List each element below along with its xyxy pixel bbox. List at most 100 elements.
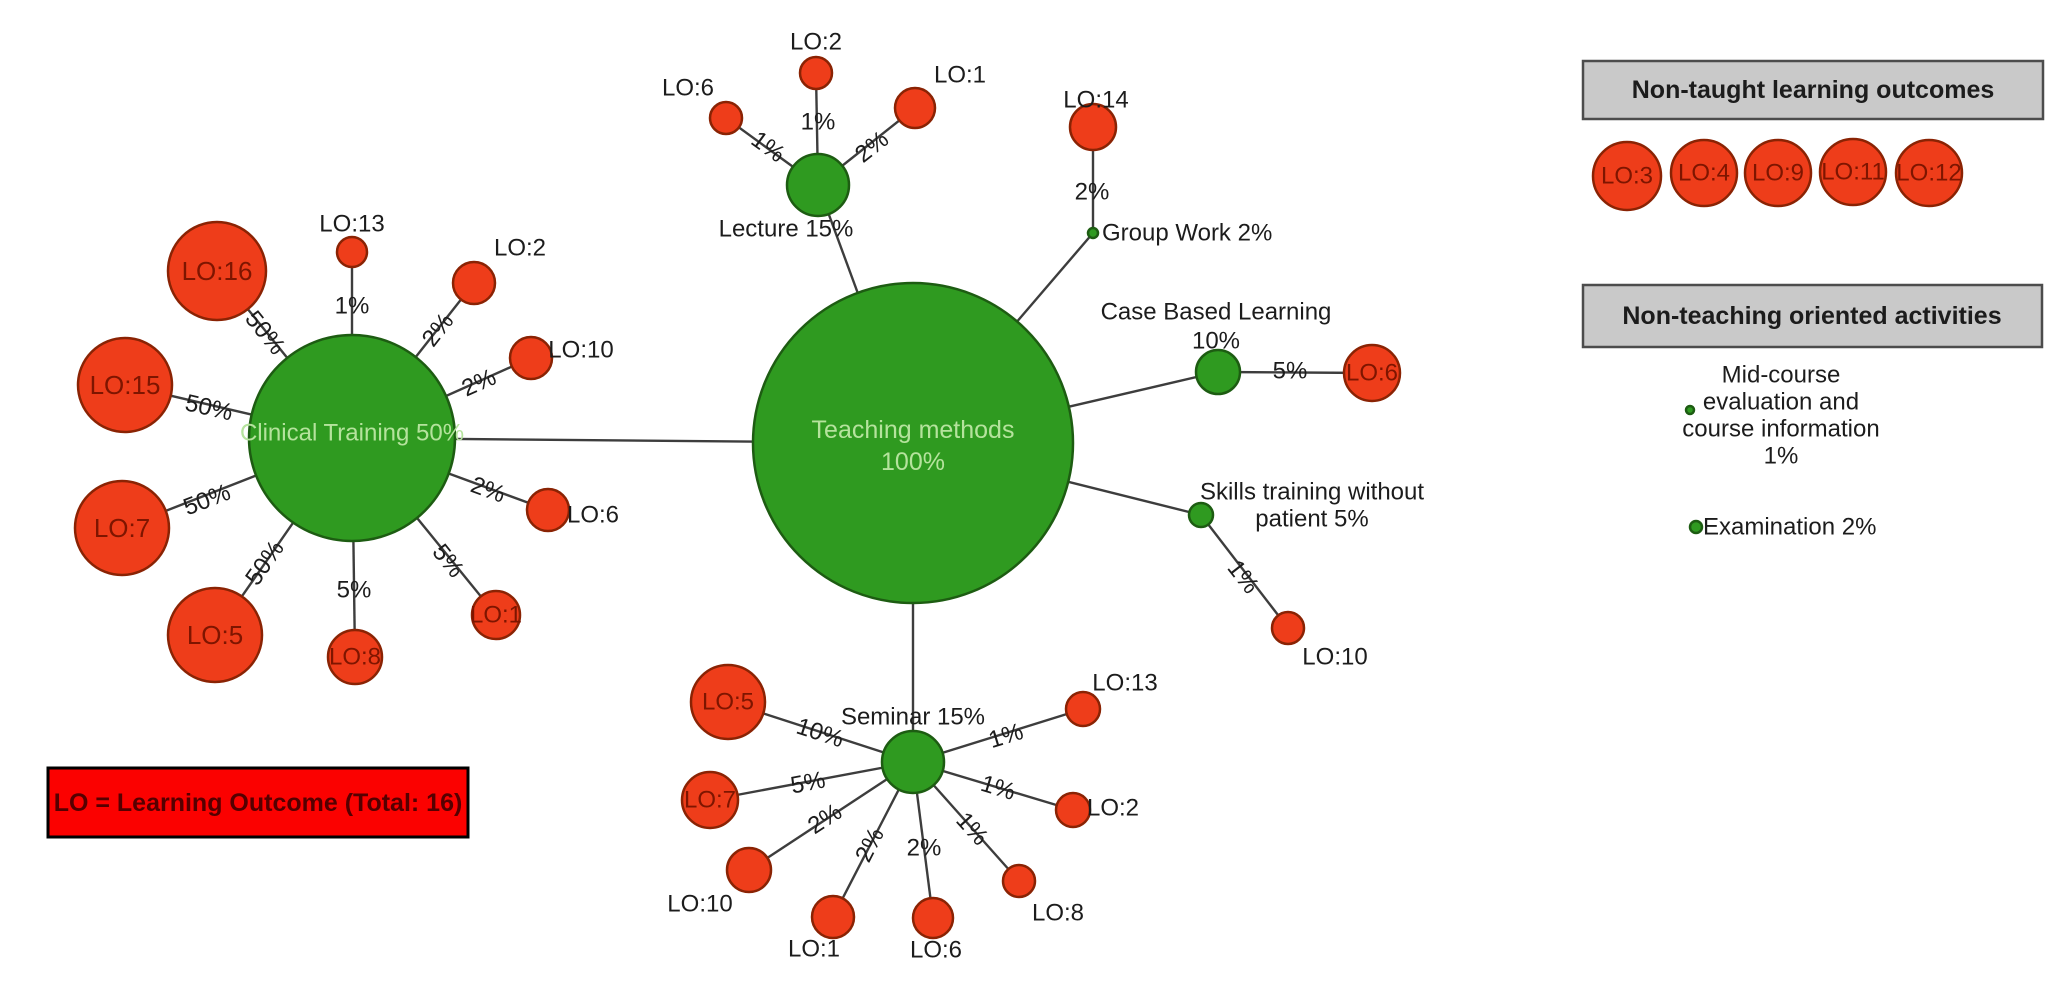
label-group-work-lo14: LO:14 [1063, 87, 1128, 114]
node-lecture-lo1 [893, 86, 937, 130]
label-clinical-lo10: LO:10 [548, 337, 613, 364]
key-box [46, 766, 470, 839]
node-clinical-lo5 [166, 586, 264, 684]
label-seminar-lo10: LO:10 [667, 891, 732, 918]
edge-label-seminar-lo5: 10% [793, 713, 847, 754]
label-clinical-lo16: LO:16 [182, 256, 253, 286]
label-seminar-lo7: LO:7 [684, 787, 736, 814]
edge-label-clinical-lo15: 50% [183, 389, 236, 426]
label-lecture-lo1: LO:1 [934, 62, 986, 89]
node-lecture-lo6 [708, 100, 744, 136]
edge-label-seminar-lo2: 1% [977, 770, 1018, 806]
label-lecture-lo6: LO:6 [662, 75, 714, 102]
edge-label-lo14-group-work: 2% [1075, 179, 1110, 206]
edge-label-clinical-lo8: 5% [337, 577, 372, 604]
key-label: LO = Learning Outcome (Total: 16) [54, 789, 463, 817]
activity-label-0: evaluation and [1703, 389, 1859, 416]
label-clinical-lo15: LO:15 [90, 370, 161, 400]
edge-label-skills-lo10: 1% [1222, 555, 1265, 599]
node-clinical-lo15 [76, 336, 174, 434]
node-clinical-training [247, 333, 457, 543]
node-group-work-lo14 [1068, 102, 1118, 152]
label-clinical-lo2: LO:2 [494, 235, 546, 262]
label-clinical-lo5: LO:5 [187, 620, 243, 650]
label-group-work: Group Work 2% [1102, 220, 1272, 247]
label-seminar: Seminar 15% [841, 704, 985, 731]
edge-label-clinical-lo2: 2% [417, 308, 460, 352]
node-clinical-lo6 [525, 487, 571, 533]
label-seminar-lo8: LO:8 [1032, 900, 1084, 927]
node-seminar-lo2 [1054, 791, 1092, 829]
label-case-based-learning: Case Based Learning [1101, 299, 1332, 326]
label-clinical-lo8: LO:8 [329, 644, 381, 671]
non-taught-legend-title: Non-taught learning outcomes [1632, 76, 1995, 104]
edge-label-clinical-lo10: 2% [458, 364, 501, 403]
non-teaching-legend-title: Non-teaching oriented activities [1622, 302, 2001, 330]
edge-label-seminar-lo13: 1% [985, 718, 1026, 754]
edge-label-clinical-lo7: 50% [180, 479, 235, 521]
node-clinical-lo16 [166, 220, 268, 322]
edge-label-seminar-lo1: 2% [850, 823, 890, 866]
node-case-based-lo6 [1342, 343, 1402, 403]
node-seminar-lo7 [680, 770, 740, 830]
edge-label-lecture-lo2: 1% [801, 109, 836, 136]
legend-non-teaching: Non-teaching oriented activities Mid-cou… [1581, 283, 2044, 541]
edge-label-lecture-lo1: 2% [850, 126, 894, 169]
node-clinical-lo13 [335, 235, 369, 269]
legend-outcome-LO:11 [1818, 137, 1888, 207]
legend-outcome-LO:9 [1743, 138, 1813, 208]
node-skills-training [1187, 501, 1215, 529]
non-teaching-legend-box [1581, 283, 2044, 349]
node-case-based-learning [1194, 348, 1242, 396]
legend-outcome-label-LO:11: LO:11 [1821, 159, 1885, 186]
non-taught-legend-box [1581, 59, 2045, 121]
node-lecture-lo2 [798, 55, 834, 91]
activity-dot-1 [1688, 519, 1704, 535]
edge-label-clinical-lo13: 1% [335, 293, 370, 320]
node-seminar-lo8 [1001, 863, 1037, 899]
key: LO = Learning Outcome (Total: 16) [46, 766, 470, 839]
legend-outcome-label-LO:3: LO:3 [1601, 163, 1653, 190]
edge-label-lecture-lo6: 1% [746, 126, 790, 168]
label-clinical-lo13: LO:13 [319, 211, 384, 238]
label-seminar-lo13: LO:13 [1092, 670, 1157, 697]
activity-label-1: Examination 2% [1703, 514, 1876, 541]
label-clinical-lo1: LO:1 [470, 602, 522, 629]
label-teaching-methods: Teaching methods [812, 416, 1015, 444]
label-teaching-methods: 100% [881, 448, 945, 476]
edge-label-clinical-lo5: 50% [240, 536, 290, 591]
legend-outcome-LO:3 [1591, 140, 1663, 212]
label-clinical-lo7: LO:7 [94, 513, 150, 543]
activity-dot-0 [1684, 404, 1696, 416]
node-seminar [880, 729, 946, 795]
edge-label-case-based-lo6: 5% [1273, 358, 1308, 385]
edge-seminar-lo10 [748, 760, 914, 872]
label-seminar-lo5: LO:5 [702, 689, 754, 716]
edge-label-seminar-lo6: 2% [907, 835, 942, 862]
node-skills-lo10 [1270, 610, 1306, 646]
activity-label-0: Mid-course [1722, 362, 1841, 389]
node-clinical-lo2 [451, 260, 497, 306]
label-skills-training: patient 5% [1255, 506, 1368, 533]
label-seminar-lo2: LO:2 [1087, 795, 1139, 822]
nodes-layer [73, 55, 1402, 940]
node-seminar-lo6 [911, 896, 955, 940]
edge-label-seminar-lo7: 5% [788, 766, 827, 799]
node-teaching-methods [751, 281, 1075, 605]
node-clinical-lo1 [470, 589, 522, 641]
legend-outcome-LO:12 [1894, 138, 1964, 208]
label-clinical-lo6: LO:6 [567, 502, 619, 529]
node-seminar-lo10 [725, 846, 773, 894]
non-taught-outcome-circles: LO:3 LO:4 LO:9 LO:11 LO:12 [1591, 137, 1964, 212]
activity-label-0: 1% [1764, 443, 1799, 470]
node-seminar-lo1 [810, 894, 856, 940]
label-clinical-training: Clinical Training 50% [240, 420, 464, 447]
label-skills-training: Skills training without [1200, 479, 1424, 506]
node-clinical-lo7 [73, 479, 171, 577]
node-seminar-lo13 [1064, 690, 1102, 728]
legend-outcome-label-LO:12: LO:12 [1896, 160, 1961, 187]
node-group-work [1086, 226, 1100, 240]
